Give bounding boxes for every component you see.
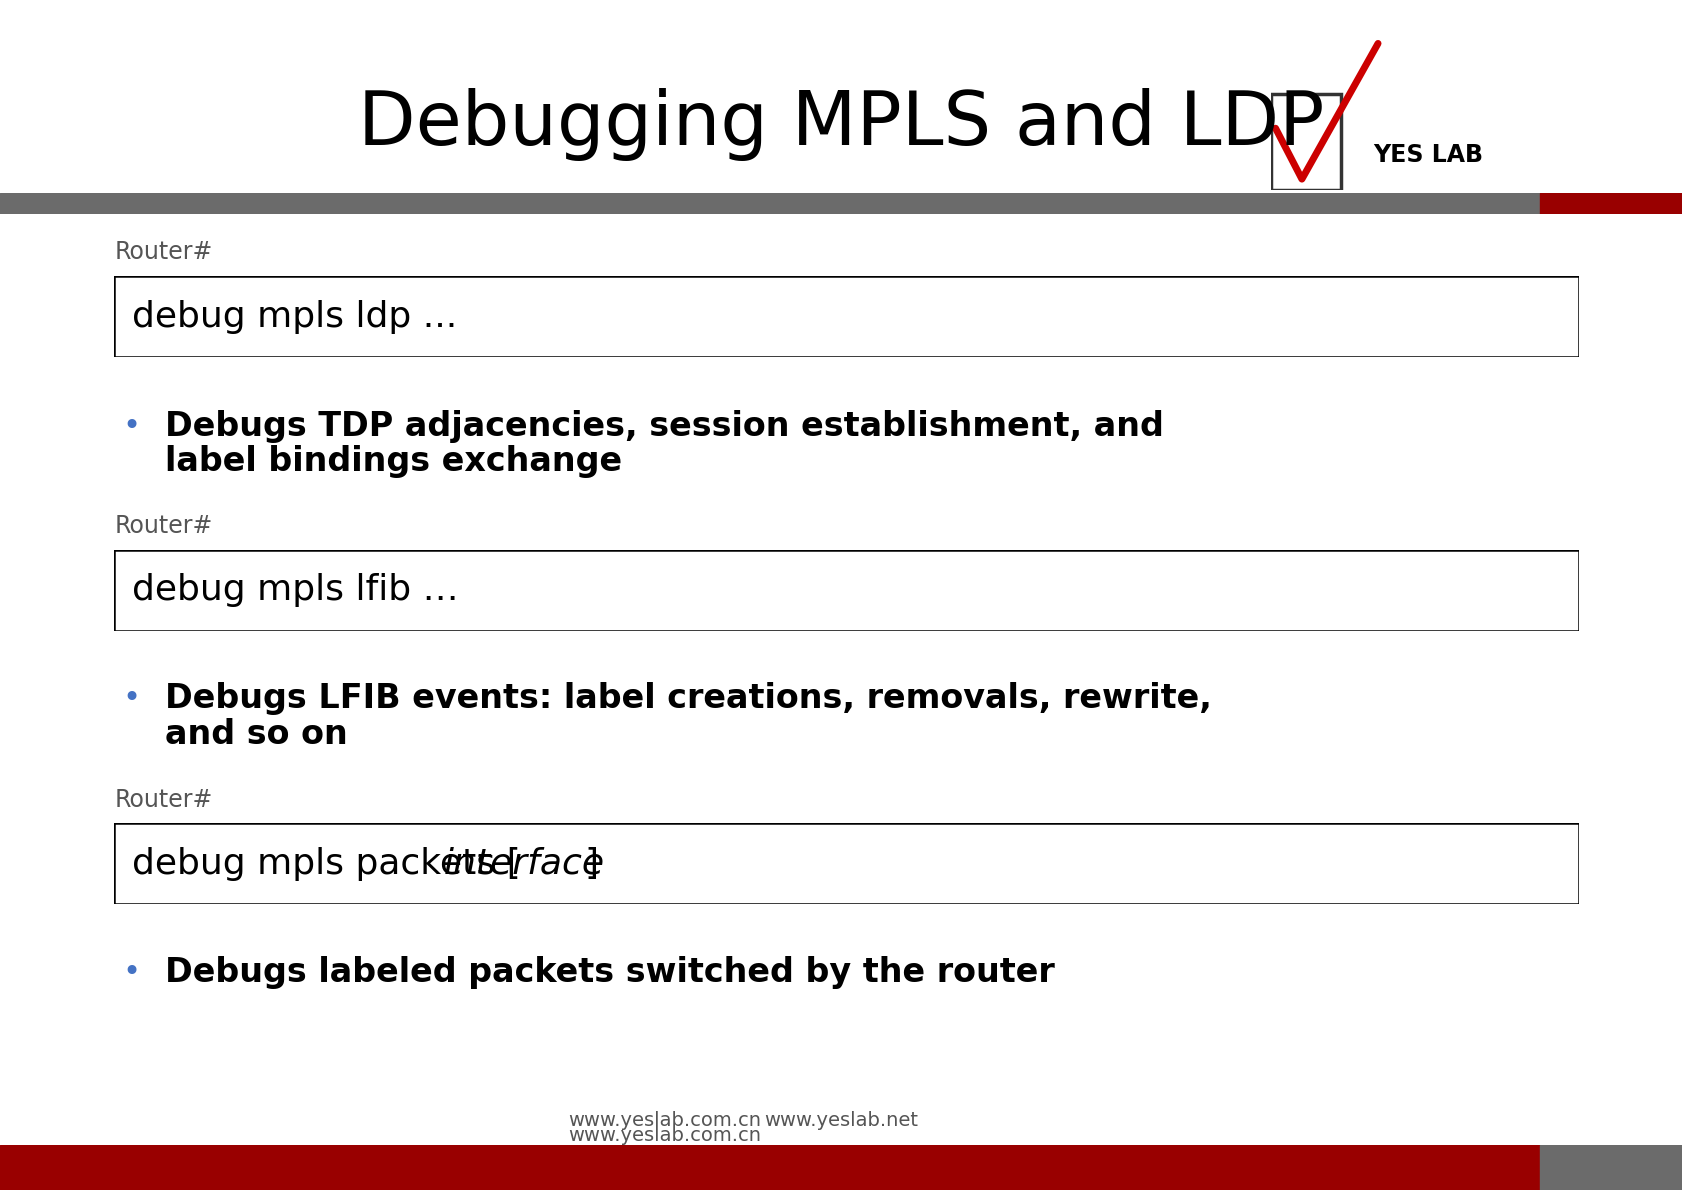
Text: debug mpls ldp ...: debug mpls ldp ... bbox=[131, 300, 458, 333]
Text: Debugs LFIB events: label creations, removals, rewrite,: Debugs LFIB events: label creations, rem… bbox=[165, 682, 1211, 715]
Text: Router#: Router# bbox=[114, 514, 212, 538]
Text: YES LAB: YES LAB bbox=[1373, 143, 1482, 167]
Text: •: • bbox=[123, 684, 141, 713]
Text: •: • bbox=[123, 412, 141, 440]
Text: www.yeslab.com.cn: www.yeslab.com.cn bbox=[569, 1111, 760, 1130]
Text: debug mpls lfib …: debug mpls lfib … bbox=[131, 574, 459, 607]
Text: www.yeslab.com.cn: www.yeslab.com.cn bbox=[569, 1126, 760, 1145]
Text: Router#: Router# bbox=[114, 240, 212, 264]
Text: www.yeslab.net: www.yeslab.net bbox=[764, 1111, 918, 1130]
Text: Debugging MPLS and LDP: Debugging MPLS and LDP bbox=[358, 88, 1324, 162]
Text: debug mpls packets [: debug mpls packets [ bbox=[131, 847, 520, 881]
Text: Debugs labeled packets switched by the router: Debugs labeled packets switched by the r… bbox=[165, 956, 1055, 989]
Text: Router#: Router# bbox=[114, 788, 212, 812]
Bar bbox=[1539, 193, 1682, 214]
Text: and so on: and so on bbox=[165, 718, 348, 751]
Text: •: • bbox=[123, 958, 141, 987]
Bar bbox=[1539, 1145, 1682, 1190]
Text: Debugs TDP adjacencies, session establishment, and: Debugs TDP adjacencies, session establis… bbox=[165, 409, 1164, 443]
Text: label bindings exchange: label bindings exchange bbox=[165, 445, 622, 478]
Text: ]: ] bbox=[584, 847, 599, 881]
Text: interface: interface bbox=[444, 847, 606, 881]
Bar bbox=[1270, 94, 1341, 190]
